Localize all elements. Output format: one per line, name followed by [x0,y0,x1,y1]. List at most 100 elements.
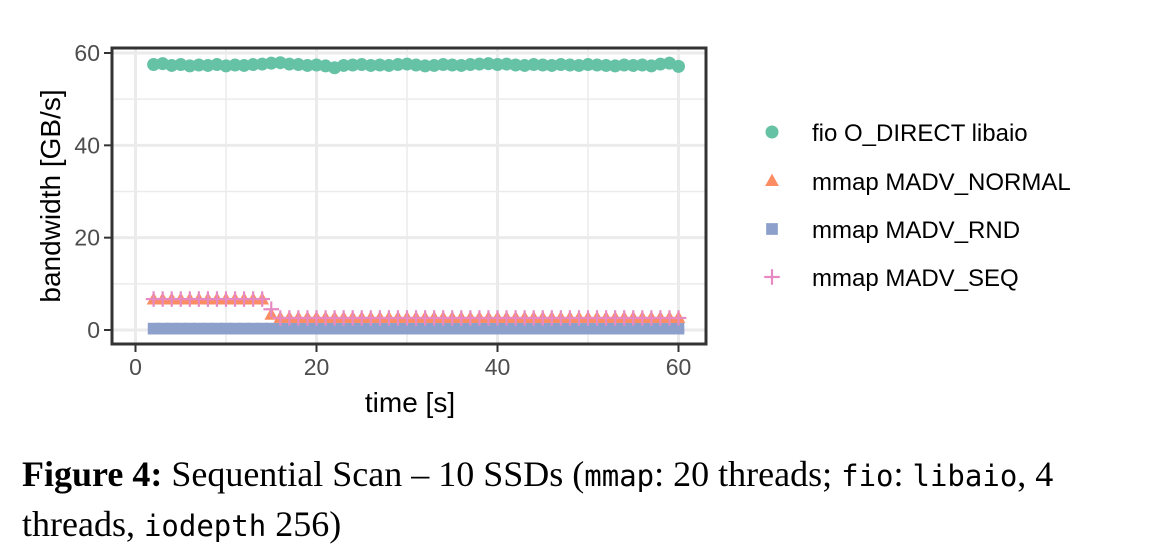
data-point [600,322,612,335]
legend-label: mmap MADV_SEQ [812,265,1019,292]
data-point [527,322,540,335]
caption-code: fio [841,459,894,493]
axes: 0 20 40 60 0 20 40 60 [74,40,691,380]
caption-code: mmap [584,459,655,493]
data-point [310,322,323,335]
y-tick-label: 40 [74,132,100,158]
data-point [500,322,513,335]
data-point [518,322,531,335]
series-plus [145,291,687,326]
data-point [509,322,522,335]
x-tick-label: 60 [666,354,692,380]
data-point [672,322,685,335]
data-point [545,322,558,335]
data-point [491,322,504,335]
data-point [283,322,296,335]
data-point [319,322,332,335]
data-point [374,322,386,335]
legend-label: fio O_DIRECT libaio [812,120,1028,147]
data-point [263,301,280,318]
caption-code: libaio [912,459,1018,493]
y-tick-label: 20 [74,225,100,251]
data-point [220,322,232,335]
caption-code: iodepth [143,509,267,543]
data-point [663,322,676,335]
data-point [265,322,278,335]
data-point [247,322,259,335]
data-point [455,322,468,335]
data-point [355,322,368,335]
x-tick-label: 0 [129,354,142,380]
bandwidth-chart: 0 20 40 60 0 20 40 60 time [s] bandwidth [GB/s]… [35,40,1071,418]
y-axis-title: bandwidth [GB/s] [35,89,66,302]
legend-item: mmap MADV_NORMAL [765,169,1071,196]
data-point [654,322,667,335]
legend-label: mmap MADV_NORMAL [812,169,1071,196]
legend-key [765,173,779,186]
data-point [627,322,640,335]
data-point [274,322,287,335]
data-point [582,322,594,335]
data-point [482,322,495,335]
x-tick-label: 20 [304,354,330,380]
data-point [183,322,196,335]
data-point [202,322,214,335]
legend-key [764,269,780,285]
data-point [437,322,450,335]
series-circle [147,56,685,75]
data-point [573,322,585,335]
legend-label: mmap MADV_RND [812,217,1020,244]
data-point [292,322,305,335]
caption-label: Figure 4: [22,454,163,494]
caption-text: , 4 threads, [22,454,1054,544]
data-point [229,322,241,335]
data-point [346,322,359,335]
data-point [328,322,341,335]
data-point [165,322,178,335]
data-point [256,322,269,335]
data-point [645,322,658,335]
y-tick-label: 0 [87,317,100,343]
data-point [473,322,486,335]
legend-key [765,125,779,139]
plot-panel-border [110,46,708,346]
data-point [428,322,440,335]
caption-text: Sequential Scan – 10 SSDs ( [162,454,585,494]
legend: fio O_DIRECT libaio mmap MADV_NORMALmmap … [764,120,1071,292]
data-point [193,322,205,335]
data-point [301,322,314,335]
data-point [419,322,431,335]
data-point [591,322,603,335]
plot-panel-background [112,48,706,344]
data-point [672,59,685,73]
data-point [618,322,631,335]
data-point [446,322,459,335]
data-point [174,322,187,335]
data-point [238,322,250,335]
caption-text: 256) [266,504,342,544]
x-axis-title: time [s] [365,387,455,418]
data-point [392,322,404,335]
data-point [609,322,621,335]
data-point [410,322,422,335]
caption-text: : [893,454,913,494]
data-point [401,322,413,335]
caption-text: : 20 threads; [654,454,842,494]
x-tick-label: 40 [485,354,511,380]
data-point [670,310,687,326]
data-point [464,322,477,335]
data-point [156,322,169,335]
y-tick-label: 60 [74,40,100,66]
data-point [211,322,223,335]
data-point [383,322,395,335]
data-point [564,322,576,335]
data-point [147,322,160,335]
data-point [536,322,549,335]
data-point [364,322,377,335]
data-point [254,291,270,307]
legend-key [766,223,778,235]
figure-caption: Figure 4: Sequential Scan – 10 SSDs (mma… [22,450,1142,550]
data-point [337,322,350,335]
legend-item: fio O_DIRECT libaio [765,120,1028,147]
data-point [636,322,649,335]
